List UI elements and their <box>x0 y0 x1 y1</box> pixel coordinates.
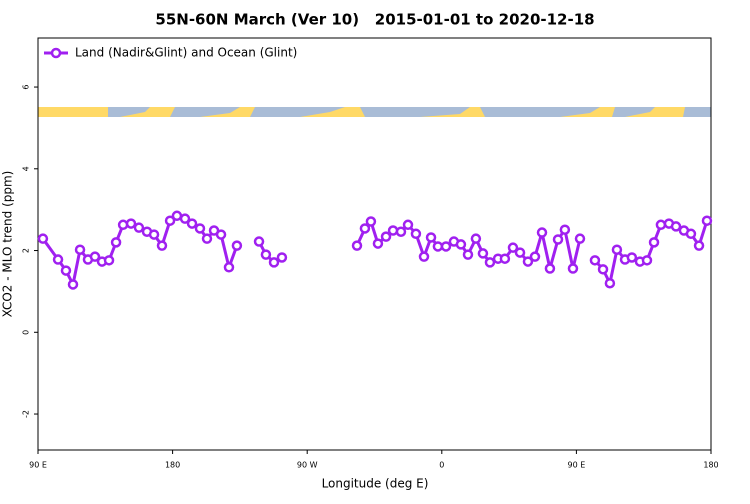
point <box>186 218 198 229</box>
plot-frame <box>37 37 712 451</box>
point <box>544 263 556 274</box>
point <box>52 254 64 265</box>
point <box>110 237 122 248</box>
point <box>552 234 564 245</box>
point <box>276 252 288 263</box>
point <box>626 252 638 263</box>
point <box>67 279 79 290</box>
y-tick-label: 6 <box>22 85 31 90</box>
point <box>194 223 206 234</box>
point <box>611 244 623 255</box>
point <box>425 232 437 243</box>
point <box>365 216 377 227</box>
point <box>148 229 160 240</box>
y-tick-label: 2 <box>22 248 31 253</box>
point <box>418 251 430 262</box>
point <box>380 231 392 242</box>
y-tick-label: -2 <box>22 410 31 418</box>
point <box>604 277 616 289</box>
point <box>387 225 399 236</box>
point <box>685 228 697 240</box>
point <box>359 223 371 234</box>
point <box>117 219 129 231</box>
map-ocean <box>108 107 711 117</box>
point <box>462 249 474 260</box>
point <box>499 253 511 264</box>
x-tick-label: 90 W <box>297 461 318 470</box>
point <box>410 228 422 240</box>
point <box>693 240 705 251</box>
point <box>156 240 168 251</box>
point <box>522 256 534 267</box>
legend-label: Land (Nadir&Glint) and Ocean (Glint) <box>75 46 297 60</box>
point <box>89 251 101 262</box>
point <box>231 240 243 251</box>
point <box>567 263 579 274</box>
point <box>455 239 467 250</box>
point <box>268 257 280 268</box>
point <box>402 219 414 231</box>
point <box>171 210 183 222</box>
point <box>589 255 601 266</box>
point <box>655 219 667 231</box>
x-axis-label: Longitude (deg E) <box>322 477 429 491</box>
x-tick-label: 0 <box>439 461 444 470</box>
point <box>440 241 452 252</box>
x-tick-label: 90 E <box>29 461 47 470</box>
point <box>470 233 482 244</box>
point <box>529 251 541 262</box>
point <box>597 264 609 275</box>
point <box>60 265 72 276</box>
y-axis-label: XCO2 - MLO trend (ppm) <box>1 171 15 318</box>
chart-title: 55N-60N March (Ver 10) 2015-01-01 to 202… <box>155 11 594 29</box>
point <box>395 226 407 237</box>
point <box>484 257 496 268</box>
point <box>507 242 519 253</box>
point <box>701 215 713 226</box>
point <box>164 215 176 226</box>
point <box>536 227 548 238</box>
point <box>559 224 571 235</box>
point <box>103 255 115 266</box>
x-tick-label: 90 E <box>568 461 586 470</box>
point <box>648 237 660 248</box>
point <box>670 221 682 232</box>
point <box>574 233 586 244</box>
x-tick-label: 180 <box>165 461 180 470</box>
point <box>125 218 137 229</box>
point <box>351 240 363 251</box>
point <box>253 236 265 247</box>
point <box>37 233 49 244</box>
map-strip <box>38 107 711 117</box>
legend-marker <box>50 47 62 59</box>
y-tick-label: 4 <box>22 166 31 171</box>
x-tick-label: 180 <box>703 461 718 470</box>
point <box>641 255 653 266</box>
point <box>201 233 213 244</box>
point <box>74 244 86 255</box>
point <box>179 213 191 224</box>
point <box>260 249 272 260</box>
y-tick-label: 0 <box>22 330 31 335</box>
point <box>432 241 444 252</box>
point <box>223 262 235 273</box>
point <box>477 248 489 259</box>
point <box>215 229 227 240</box>
point <box>372 238 384 249</box>
point <box>514 247 526 258</box>
point <box>133 222 145 233</box>
